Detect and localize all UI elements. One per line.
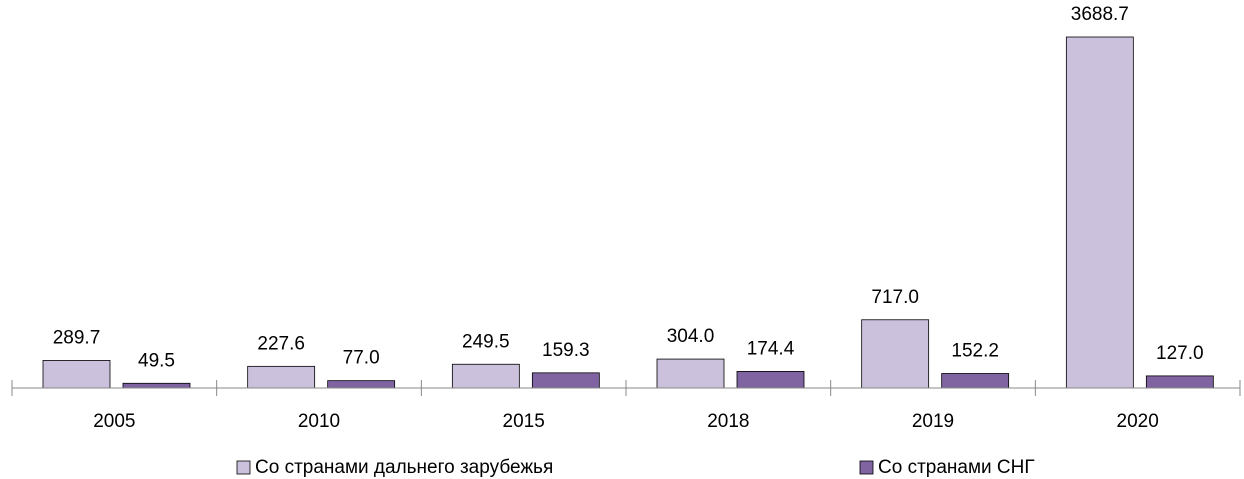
data-label: 717.0 [871, 287, 919, 308]
legend-label: Со странами дальнего зарубежья [255, 457, 553, 478]
legend-swatch [236, 460, 251, 475]
bar [247, 365, 316, 389]
data-label: 3688.7 [1071, 4, 1129, 25]
bar [861, 319, 930, 389]
x-tick-label: 2018 [707, 411, 749, 432]
bar [451, 363, 520, 389]
bar [1065, 36, 1134, 389]
data-label: 249.5 [462, 331, 510, 352]
legend-label: Со странами СНГ [878, 457, 1035, 478]
x-tick-label: 2019 [912, 411, 954, 432]
bar [736, 371, 805, 389]
bar [327, 380, 396, 389]
bar [42, 360, 111, 389]
data-label: 77.0 [343, 348, 380, 369]
bar [122, 382, 191, 389]
data-label: 289.7 [53, 327, 101, 348]
data-label: 174.4 [747, 338, 795, 359]
data-label: 127.0 [1156, 343, 1204, 364]
x-tick-label: 2015 [503, 411, 545, 432]
x-tick-label: 2005 [93, 411, 135, 432]
data-label: 159.3 [542, 340, 590, 361]
bar [531, 372, 600, 389]
data-label: 304.0 [667, 326, 715, 347]
legend-swatch [859, 460, 874, 475]
bar [941, 373, 1010, 389]
bar [1145, 375, 1214, 389]
x-tick-label: 2010 [298, 411, 340, 432]
data-label: 152.2 [951, 341, 999, 362]
data-label: 49.5 [138, 350, 175, 371]
bar [656, 358, 725, 389]
data-label: 227.6 [257, 333, 305, 354]
x-tick-label: 2020 [1117, 411, 1159, 432]
